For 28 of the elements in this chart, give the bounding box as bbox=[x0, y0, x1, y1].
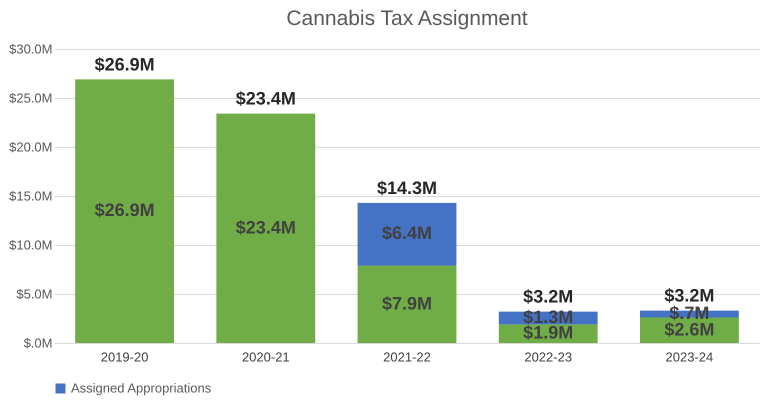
total-label: $14.3M bbox=[376, 178, 438, 198]
x-tick-label: 2022-23 bbox=[524, 350, 572, 364]
x-tick-label: 2023-24 bbox=[666, 350, 714, 364]
bar bbox=[358, 202, 456, 266]
bar bbox=[216, 114, 316, 343]
total-label: $3.2M bbox=[523, 286, 574, 307]
legend-label: Assigned Appropriations bbox=[71, 380, 212, 396]
bar bbox=[75, 79, 174, 343]
data-label: $7.9M bbox=[382, 293, 432, 314]
data-label: $26.9M bbox=[94, 200, 155, 220]
x-tick-label: 2020-21 bbox=[242, 350, 290, 364]
y-tick-label: $30.0M bbox=[9, 42, 52, 56]
data-label: $23.4M bbox=[236, 217, 296, 238]
total-label: $3.2M bbox=[664, 286, 714, 306]
y-tick-label: $10.0M bbox=[9, 238, 52, 252]
data-label: $6.4M bbox=[382, 223, 432, 244]
chart-title: Cannabis Tax Assignment bbox=[286, 7, 528, 30]
total-label: $26.9M bbox=[94, 54, 155, 74]
total-label: $23.4M bbox=[236, 88, 296, 109]
data-label: $2.6M bbox=[664, 319, 714, 340]
y-tick-label: $5.0M bbox=[16, 286, 52, 302]
y-tick-label: $20.0M bbox=[9, 140, 52, 154]
y-tick-label: $.0M bbox=[24, 336, 52, 350]
bar bbox=[358, 266, 456, 343]
x-tick-label: 2019-20 bbox=[100, 350, 148, 364]
y-tick-label: $25.0M bbox=[9, 90, 52, 106]
y-tick-label: $15.0M bbox=[9, 188, 52, 204]
x-tick-label: 2021-22 bbox=[383, 350, 431, 364]
